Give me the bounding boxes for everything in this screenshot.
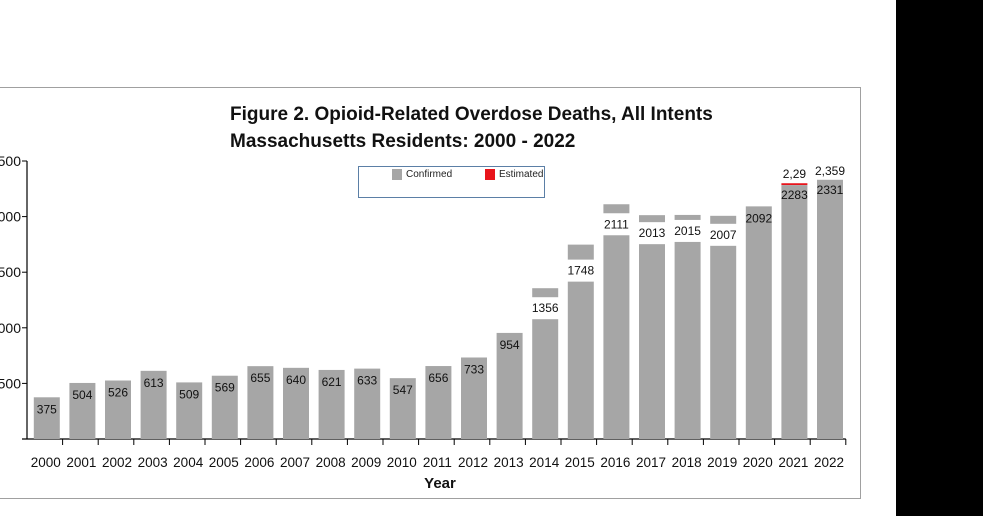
bar-confirmed (283, 367, 309, 439)
y-tick-label: 2000 (0, 209, 21, 225)
data-label: 2331 (817, 183, 844, 197)
data-label: 613 (144, 376, 164, 390)
data-label: 2111 (604, 217, 629, 231)
data-label: 633 (357, 374, 377, 388)
x-tick-label: 2018 (672, 455, 702, 470)
label-background (563, 259, 598, 282)
legend-swatch-confirmed (392, 169, 402, 180)
data-label: 2283 (781, 188, 808, 202)
legend-label-estimated: Estimated (499, 169, 544, 180)
bar-confirmed (140, 370, 167, 439)
x-tick-label: 2007 (280, 455, 310, 470)
data-label: 1356 (532, 301, 559, 315)
data-label: 1748 (567, 264, 594, 278)
x-tick-label: 2004 (173, 455, 204, 470)
label-background (528, 297, 563, 320)
x-tick-label: 2017 (636, 455, 666, 470)
bar-confirmed (710, 215, 737, 439)
data-label: 655 (250, 371, 270, 385)
y-tick-label: 1500 (0, 264, 21, 280)
chart-frame (0, 87, 861, 499)
label-background (635, 222, 669, 245)
bar-confirmed (674, 214, 701, 439)
x-tick-label: 2021 (778, 455, 808, 470)
x-tick-label: 2020 (743, 455, 773, 470)
data-label: 2092 (745, 211, 772, 225)
legend: Confirmed Estimated (358, 166, 545, 198)
bar-confirmed (425, 366, 452, 439)
bar-estimated (781, 183, 808, 186)
bar-confirmed (781, 185, 808, 439)
bar-confirmed (69, 382, 96, 439)
data-label: 2007 (710, 228, 737, 242)
bar-confirmed (817, 179, 843, 440)
x-tick-label: 2022 (814, 455, 844, 470)
x-tick-label: 2001 (66, 455, 96, 470)
bar-confirmed (211, 375, 238, 439)
data-label: 526 (108, 386, 128, 400)
bar-confirmed (389, 378, 416, 439)
total-label: 2,359 (815, 164, 845, 178)
bar-confirmed (33, 397, 60, 439)
label-background (706, 223, 741, 246)
x-tick-label: 2003 (138, 455, 168, 470)
bar-confirmed (745, 206, 772, 439)
total-label: 2,29 (783, 167, 807, 181)
data-label: 621 (322, 375, 342, 389)
x-tick-label: 2013 (494, 455, 524, 470)
data-label: 547 (393, 383, 413, 397)
y-tick-label: 2500 (0, 153, 21, 169)
bar-confirmed (496, 332, 523, 439)
data-label: 640 (286, 373, 306, 387)
x-tick-label: 2014 (529, 455, 560, 470)
x-tick-label: 2000 (31, 455, 61, 470)
black-margin (896, 0, 983, 516)
x-tick-label: 2005 (209, 455, 239, 470)
x-tick-label: 2002 (102, 455, 132, 470)
label-background (670, 219, 705, 242)
x-tick-label: 2011 (423, 455, 452, 470)
data-label: 569 (215, 381, 235, 395)
bar-confirmed (354, 368, 381, 439)
data-label: 2013 (639, 226, 666, 240)
y-tick-label: 1000 (0, 320, 21, 336)
bar-confirmed (639, 215, 665, 439)
x-tick-label: 2006 (244, 455, 274, 470)
x-tick-label: 2016 (600, 455, 630, 470)
bar-confirmed (176, 382, 203, 439)
bar-confirmed (318, 369, 345, 439)
data-label: 509 (179, 387, 199, 401)
x-tick-label: 2019 (707, 455, 737, 470)
data-label: 656 (428, 371, 448, 385)
data-label: 2015 (674, 224, 701, 238)
x-axis-title: Year (424, 475, 456, 492)
x-tick-label: 2012 (458, 455, 488, 470)
data-label: 954 (500, 338, 520, 352)
x-tick-label: 2009 (351, 455, 381, 470)
data-label: 504 (72, 388, 92, 402)
legend-label-confirmed: Confirmed (406, 169, 453, 180)
label-background (599, 213, 634, 236)
bar-confirmed (105, 380, 131, 439)
chart-title: Figure 2. Opioid-Related Overdose Deaths… (230, 104, 713, 125)
bar-confirmed (461, 357, 487, 439)
chart-subtitle: Massachusetts Residents: 2000 - 2022 (230, 131, 576, 152)
legend-swatch-estimated (485, 169, 495, 180)
bar-confirmed (247, 366, 274, 439)
x-tick-label: 2015 (565, 455, 595, 470)
y-tick-label: 500 (0, 375, 21, 391)
x-tick-label: 2010 (387, 455, 417, 470)
bar-confirmed (603, 204, 630, 439)
x-tick-label: 2008 (316, 455, 346, 470)
data-label: 733 (464, 362, 484, 376)
data-label: 375 (37, 402, 57, 416)
